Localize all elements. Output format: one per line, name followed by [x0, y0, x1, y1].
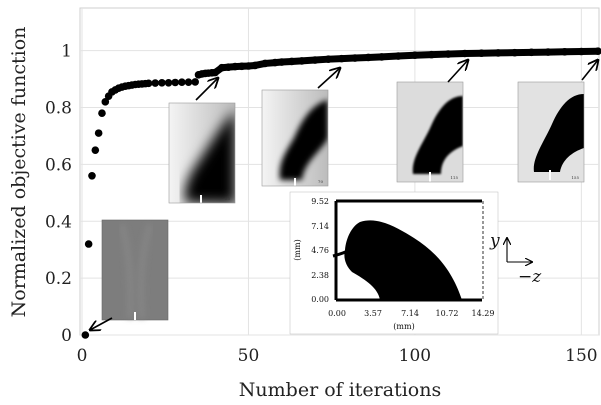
data-point	[101, 98, 110, 106]
x-tick-label: 0	[77, 346, 88, 366]
inset-y-axis-label: (mm)	[293, 239, 302, 260]
arrow-3	[447, 60, 468, 83]
inset-xtick-1: 3.57	[364, 309, 382, 318]
arrow-1	[195, 78, 218, 101]
x-tick-labels: 0 50 100 150	[77, 346, 598, 366]
inset-xtick-3: 10.72	[436, 309, 459, 318]
y-tick-label: 0	[61, 326, 72, 346]
x-tick-label: 150	[565, 346, 597, 366]
thumbnail-1-label: 35	[225, 196, 231, 201]
inset-x-axis-label: (mm)	[393, 322, 414, 331]
data-point	[84, 240, 93, 248]
inset-xtick-0: 0.00	[328, 309, 346, 318]
axis-minus-z-symbol: −z	[518, 267, 542, 287]
inset-ytick-4: 0.00	[311, 295, 329, 304]
y-tick-label: 0.2	[45, 269, 72, 289]
arrow-2	[317, 68, 340, 89]
x-axis-label: Number of iterations	[239, 379, 441, 401]
y-tick-label: 0.8	[45, 99, 72, 119]
final-design-inset: 9.52 7.14 4.76 2.38 0.00 (mm) 0.00 3.57 …	[289, 191, 499, 335]
thumbnail-4-label: 155	[571, 175, 579, 180]
data-point	[171, 78, 180, 87]
data-point	[178, 78, 186, 87]
data-point	[144, 79, 153, 88]
x-tick-label: 50	[238, 346, 260, 366]
data-point	[151, 79, 160, 87]
inset-ytick-2: 4.76	[311, 246, 329, 255]
arrow-initial	[90, 317, 113, 330]
data-point	[88, 171, 96, 180]
y-tick-label: 0.4	[45, 212, 72, 232]
thumbnail-4: 155	[517, 81, 585, 183]
y-tick-labels: 0 0.2 0.4 0.6 0.8 1	[45, 42, 72, 346]
thumbnail-2-label: 70	[318, 179, 324, 184]
inset-xtick-2: 7.14	[401, 309, 419, 318]
data-point	[94, 129, 103, 137]
data-point	[91, 146, 100, 154]
y-axis-label: Normalized objective function	[8, 27, 30, 318]
data-point	[98, 109, 106, 118]
y-tick-label: 1	[61, 42, 72, 62]
final-shape	[344, 220, 462, 300]
data-point	[164, 78, 173, 87]
x-tick-label: 100	[399, 346, 431, 366]
data-point	[81, 331, 90, 339]
axis-y-symbol: y	[489, 231, 500, 251]
y-tick-label: 0.6	[45, 155, 72, 175]
thumbnail-3: 115	[396, 81, 464, 183]
coordinate-axes-glyph: y −z	[489, 231, 542, 287]
data-point	[191, 78, 199, 86]
inset-ytick-1: 7.14	[311, 222, 329, 231]
inset-ytick-3: 2.38	[311, 271, 329, 280]
thumbnail-3-label: 115	[450, 175, 458, 180]
thumbnail-initial	[101, 219, 169, 321]
inset-ytick-0: 9.52	[311, 197, 329, 206]
data-point	[158, 78, 166, 87]
data-trace	[197, 47, 599, 79]
thumbnail-1: 35	[168, 102, 236, 204]
arrow-4	[581, 60, 598, 81]
data-series	[81, 47, 601, 339]
data-point	[184, 78, 193, 87]
thumbnail-2: 70	[261, 89, 329, 187]
inset-xtick-4: 14.29	[472, 309, 495, 318]
